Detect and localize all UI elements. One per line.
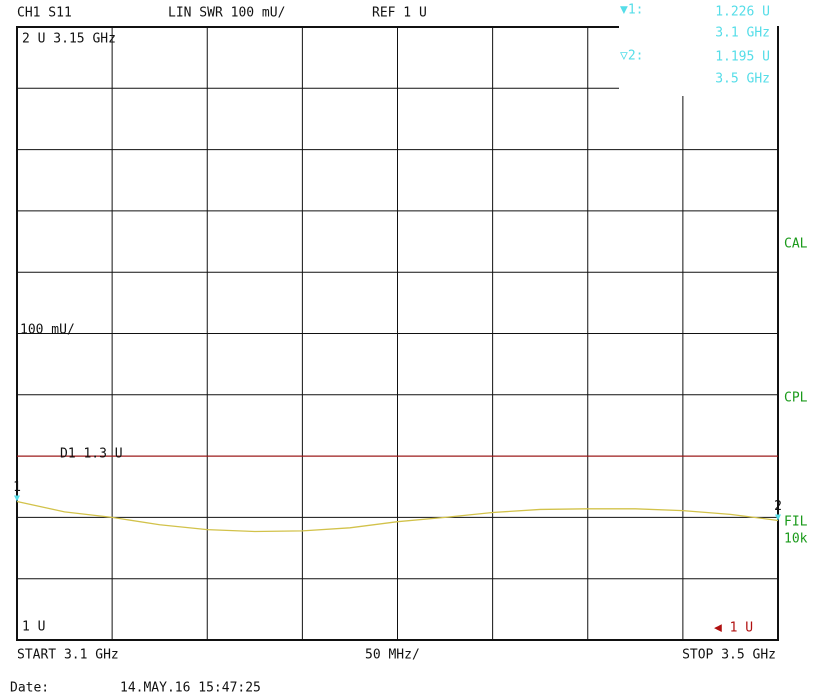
marker <box>775 514 781 521</box>
start: START 3.1 GHz <box>17 648 119 663</box>
reference-label: D1 1.3 U <box>60 447 123 462</box>
marker-label: 1 <box>13 480 21 495</box>
readout-label: ▼1: <box>620 3 643 18</box>
scale-label: 100 mU/ <box>20 323 75 338</box>
span: 50 MHz/ <box>365 648 420 663</box>
format: LIN SWR 100 mU/ <box>168 6 285 21</box>
readout-freq: 3.1 GHz <box>715 26 770 41</box>
plot: D1 1.3 U 1 2 <box>13 26 782 641</box>
date-label: Date: <box>10 681 49 696</box>
status: FIL <box>784 515 808 530</box>
readout-value: 1.226 U <box>715 5 770 20</box>
marker <box>14 495 20 502</box>
channel: CH1 S11 <box>17 6 72 21</box>
plot-frame <box>16 26 779 641</box>
ref-indicator: ◀ 1 U <box>714 621 753 636</box>
trace <box>16 500 779 533</box>
readout-value: 1.195 U <box>715 50 770 65</box>
date: 14.MAY.16 15:47:25 <box>120 681 261 696</box>
stop: STOP 3.5 GHz <box>682 648 776 663</box>
readout-freq: 3.5 GHz <box>715 72 770 87</box>
status: 10k <box>784 532 808 547</box>
status: CAL <box>784 237 808 252</box>
top-label: 2 U 3.15 GHz <box>22 32 116 47</box>
marker-label: 2 <box>774 499 782 514</box>
status: CPL <box>784 391 808 406</box>
readout-box <box>619 0 777 96</box>
readout-label: ▽2: <box>620 49 643 64</box>
bottom-label: 1 U <box>22 620 45 635</box>
reference: REF 1 U <box>372 6 427 21</box>
